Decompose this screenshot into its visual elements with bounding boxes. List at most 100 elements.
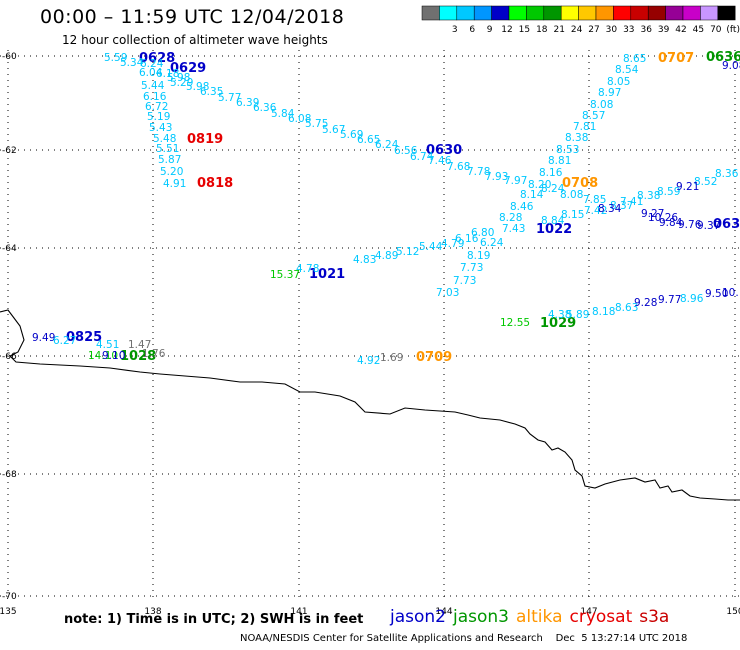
wave-height-value: 6.08 — [288, 113, 311, 125]
wave-height-value: 8.96 — [680, 293, 704, 305]
wave-height-value: 6.24 — [375, 139, 399, 151]
wave-height-value: 5.84 — [271, 108, 295, 120]
wave-height-value: 5.75 — [305, 118, 328, 130]
wave-height-value: 4.91 — [163, 178, 186, 190]
wave-height-value: 9.76 — [678, 219, 702, 231]
wave-height-value: 6.16 — [455, 233, 479, 245]
wave-height-value: 1.69 — [380, 352, 403, 364]
wave-height-value: 8.24 — [541, 183, 565, 195]
wave-height-value: 5.20 — [160, 166, 183, 178]
wave-height-value: 15.37 — [270, 269, 300, 281]
track-label: 1021 — [309, 267, 345, 282]
wave-height-value: 12.55 — [500, 317, 530, 329]
wave-height-value: 7.93 — [485, 171, 508, 183]
wave-height-value: 8.54 — [615, 64, 639, 76]
map-grid: 135 138 141 144 147 150 -60 -62 -64 -66 -68 -70 — [0, 50, 740, 617]
wave-height-value: 10. — [722, 287, 739, 299]
track-label: 0709 — [416, 350, 452, 365]
track-label: 0707 — [658, 51, 694, 66]
wave-height-value: 6.18 — [156, 68, 179, 80]
wave-height-value: 8.08 — [590, 99, 613, 111]
wave-height-value: 6.36 — [253, 102, 277, 114]
wave-height-value: 6.24 — [140, 58, 164, 70]
wave-height-value: 6.35 — [200, 86, 223, 98]
wave-height-value: 7.46 — [428, 155, 452, 167]
track-label: 063 — [713, 217, 740, 232]
track-label: 0708 — [562, 176, 598, 191]
scale-tick-label: 18 — [536, 25, 548, 35]
wave-height-value: 7.73 — [453, 275, 476, 287]
scale-swatch — [717, 5, 736, 21]
wave-height-value: 9.50 — [705, 288, 728, 300]
lat-label: -70 — [2, 592, 17, 602]
legend-cryosat: cryosat — [569, 607, 633, 627]
wave-height-value: 5.87 — [158, 154, 181, 166]
track-label: 0825 — [66, 330, 102, 345]
wave-height-value: 6.24 — [480, 237, 504, 249]
wave-height-value: 5.59 — [104, 52, 127, 64]
wave-height-value: 8.34 — [598, 203, 622, 215]
wave-height-value: 1.47 — [128, 339, 151, 351]
wave-height-value: 5.43 — [149, 122, 172, 134]
satellite-legend: jason2 jason3 altika cryosat s3a — [390, 607, 676, 627]
lon-label: 150 — [726, 607, 740, 617]
lon-label: 141 — [290, 607, 307, 617]
track-label: 0628 — [139, 51, 175, 66]
antarctic-coastline — [0, 309, 740, 501]
wave-height-value: 8.38 — [637, 190, 660, 202]
scale-tick-label: 36 — [640, 25, 652, 35]
scale-tick-label: 6 — [469, 25, 475, 35]
wave-height-value: 6.74 — [410, 151, 434, 163]
wave-height-value: 5.34 — [120, 57, 144, 69]
wave-height-values: 5.595.346.246.046.185.985.295.44 5.986.35… — [32, 52, 740, 367]
scale-tick-label: 15 — [519, 25, 530, 35]
wave-height-value: 9.21 — [676, 181, 699, 193]
lat-label: -62 — [2, 146, 17, 156]
wave-height-value: 9.49 — [32, 332, 55, 344]
wave-height-value: 7.68 — [447, 161, 470, 173]
wave-height-value: 6.04 — [139, 67, 163, 79]
wave-height-value: 7.42 — [584, 205, 607, 217]
track-label: 1022 — [536, 222, 572, 237]
wave-height-value: 5.51 — [156, 143, 179, 155]
wave-height-value: 6.72 — [145, 101, 168, 113]
wave-height-value: 6.65 — [357, 134, 380, 146]
wave-height-value: 8.84 — [541, 215, 565, 227]
track-label: 0630 — [426, 143, 462, 158]
lat-label: -64 — [2, 244, 17, 254]
wave-height-value: 4.89 — [375, 250, 398, 262]
wave-height-value: 9.77 — [658, 294, 681, 306]
wave-height-value: 8.46 — [510, 201, 534, 213]
wave-height-value: 7.78 — [467, 166, 490, 178]
scale-tick-label: 42 — [675, 25, 686, 35]
wave-height-value: 4.83 — [353, 254, 376, 266]
wave-height-value: 4.78 — [296, 263, 319, 275]
wave-height-value: 8.08 — [560, 189, 583, 201]
wave-height-value: 5.29 — [170, 77, 193, 89]
wave-height-value: 10.26 — [648, 212, 678, 224]
page-title: 00:00 – 11:59 UTC 12/04/2018 — [40, 6, 345, 28]
wave-height-value: 4.92 — [357, 355, 380, 367]
wave-height-value: 5.12 — [396, 246, 419, 258]
wave-height-value: 7.97 — [504, 175, 527, 187]
scale-tick-label: 3 — [452, 25, 458, 35]
wave-height-value: 14.10 — [88, 350, 118, 362]
lon-label: 144 — [435, 607, 452, 617]
wave-height-value: 8.81 — [548, 155, 571, 167]
wave-height-value: 8.63 — [615, 302, 638, 314]
wave-height-value: 8.38 — [565, 132, 588, 144]
scale-tick-label: 9 — [487, 25, 493, 35]
wave-height-value: 7.73 — [460, 262, 483, 274]
legend-jason2: jason2 — [390, 607, 446, 627]
wave-height-value: 6.80 — [471, 227, 494, 239]
scale-tick-label: 39 — [658, 25, 670, 35]
wave-height-value: 8.97 — [598, 87, 621, 99]
track-label: 0629 — [170, 61, 206, 76]
wave-height-value: 7.85 — [583, 194, 606, 206]
wave-height-value: 5.67 — [322, 124, 345, 136]
wave-height-value: 8.57 — [582, 110, 605, 122]
wave-height-color-scale: 3 6 9 12 15 18 21 24 27 30 33 36 39 42 45 70 (ft) — [421, 5, 740, 35]
wave-height-value: 5.98 — [186, 81, 209, 93]
wave-height-value: 4.38 — [548, 309, 571, 321]
